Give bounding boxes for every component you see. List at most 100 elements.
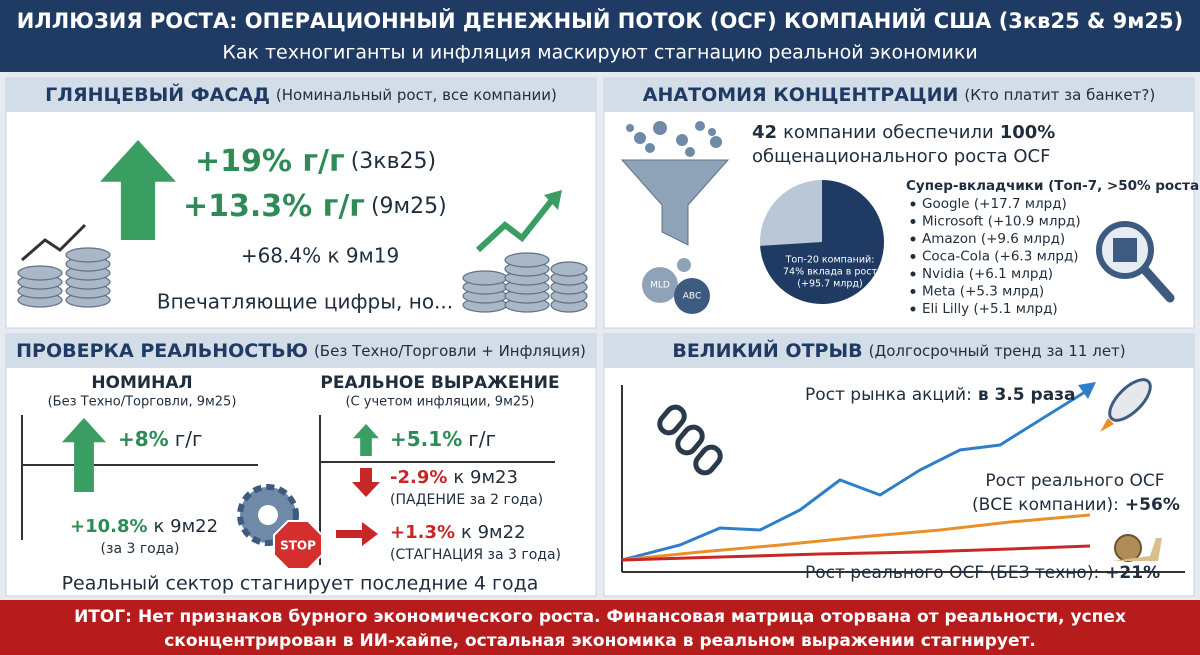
page-title: ИЛЛЮЗИЯ РОСТА: ОПЕРАЦИОННЫЙ ДЕНЕЖНЫЙ ПОТ…	[17, 8, 1183, 33]
headline: общенационального роста OCF	[752, 146, 1050, 167]
bubble	[626, 124, 634, 132]
trend-label: Рост реального OCF (БЕЗ техно): +21%	[805, 563, 1160, 583]
column-title: НОМИНАЛ	[91, 373, 192, 393]
text-part: +21%	[1105, 563, 1160, 583]
text-part: Нет признаков бурного экономического рос…	[138, 607, 1126, 627]
icon-bubble	[674, 278, 710, 314]
bubble	[710, 136, 722, 148]
text-part: в 3.5 раза	[978, 385, 1076, 405]
arrow-down	[352, 468, 380, 497]
metric-note: (СТАГНАЦИЯ за 3 года)	[390, 547, 561, 563]
trend-label: Рост реального OCF	[985, 471, 1164, 491]
list-item: Google (+17.7 млрд)	[922, 196, 1067, 212]
coin	[17, 265, 63, 281]
stop-sign	[272, 519, 324, 571]
bubble	[676, 134, 688, 146]
trend-line-real-all	[621, 513, 1091, 562]
trend-line-real-ex-tech	[621, 544, 1091, 562]
pie-slice	[760, 180, 884, 304]
coin	[550, 261, 588, 277]
column-subtitle: (С учетом инфляции, 9м25)	[345, 395, 534, 410]
coin	[65, 247, 111, 263]
headline: 42 компании обеспечили 100%	[752, 122, 1055, 143]
panel-header	[604, 334, 1194, 368]
bullet	[910, 201, 916, 207]
text-part: (Без Техно/Торговли + Инфляция)	[314, 342, 586, 360]
text-part: ПРОВЕРКА РЕАЛЬНОСТЬЮ	[16, 340, 308, 362]
text-part: компании обеспечили	[783, 122, 994, 143]
snail-shell	[1114, 534, 1142, 562]
bullet	[910, 289, 916, 294]
pie-label: 74% вклада в рост	[783, 267, 877, 278]
text-part: (3кв25)	[351, 149, 436, 174]
chip-icon	[1113, 238, 1137, 262]
trend-arrowhead	[544, 190, 562, 210]
caption: Впечатляющие цифры, но...	[157, 290, 453, 314]
text-part: (ВСЕ компании):	[972, 495, 1119, 515]
gear-hole	[258, 505, 278, 525]
column-title: РЕАЛЬНОЕ ВЫРАЖЕНИЕ	[320, 373, 559, 393]
bullet	[910, 271, 916, 277]
chain-link	[657, 404, 687, 436]
bullet	[910, 306, 916, 312]
text-part: г/г	[468, 427, 496, 451]
trend-label: (ВСЕ компании): +56%	[972, 495, 1180, 515]
panel-title: ВЕЛИКИЙ ОТРЫВ (Долгосрочный тренд за 11 л…	[672, 339, 1125, 362]
text-part: Рост реального OCF (БЕЗ техно):	[805, 563, 1099, 583]
chain-link	[693, 444, 723, 476]
text-part: 42	[752, 122, 777, 143]
arrow-right	[336, 522, 378, 546]
metric: +10.8% к 9м22	[70, 516, 218, 537]
trend-line-market	[621, 390, 1086, 562]
text-part: АНАТОМИЯ КОНЦЕНТРАЦИИ	[643, 84, 959, 106]
text-part: (9м25)	[371, 194, 447, 219]
arrow-up	[353, 424, 379, 456]
bubble	[634, 132, 646, 144]
text-part: Рост рынка акций:	[805, 385, 972, 405]
bullet	[910, 219, 916, 224]
trend-label: Рост рынка акций: в 3.5 раза	[805, 385, 1076, 405]
text-part: +56%	[1125, 495, 1180, 515]
text-part: к 9м22	[461, 522, 526, 543]
bullet	[910, 236, 916, 242]
text-part: +1.3%	[390, 522, 455, 543]
funnel-icon	[620, 159, 730, 246]
list-title: Супер-вкладчики (Топ-7, >50% роста):	[906, 178, 1200, 194]
column-subtitle: (Без Техно/Торговли, 9м25)	[48, 395, 237, 410]
snail-body	[1112, 538, 1162, 561]
growth-figure: +19% г/г (3кв25)	[195, 144, 436, 179]
metric-note: (за 3 года)	[101, 541, 180, 557]
chain-link	[675, 424, 705, 456]
icon-label: MLD	[650, 281, 670, 291]
panel-title: ГЛЯНЦЕВЫЙ ФАСАД (Номинальный рост, все ко…	[45, 83, 557, 106]
metric: +1.3% к 9м22	[390, 522, 526, 543]
arrow-up	[62, 418, 106, 492]
text-part: +10.8%	[70, 516, 148, 537]
rocket-icon	[1108, 378, 1152, 422]
bubble	[653, 121, 667, 135]
page-subtitle: Как техногиганты и инфляция маскируют ст…	[222, 42, 977, 64]
text-part: (Номинальный рост, все компании)	[276, 86, 557, 104]
trend-icon	[475, 198, 555, 253]
footer-bar	[0, 600, 1200, 655]
text-part: ГЛЯНЦЕВЫЙ ФАСАД	[45, 83, 270, 106]
magnifier-handle	[1140, 265, 1175, 303]
list-item: Coca-Cola (+6.3 млрд)	[922, 249, 1079, 265]
coin	[462, 270, 508, 286]
growth-figure: +13.3% г/г (9м25)	[183, 189, 447, 224]
list-item: Eli Lilly (+5.1 млрд)	[922, 301, 1058, 317]
text-part: к 9м22	[154, 516, 219, 537]
trend-icon	[21, 223, 87, 262]
pie-label: Топ-20 компаний:	[785, 255, 875, 266]
list-item: Microsoft (+10.9 млрд)	[922, 214, 1081, 230]
caption: Реальный сектор стагнирует последние 4 г…	[62, 573, 539, 595]
text-part: (Кто платит за банкет?)	[964, 86, 1155, 104]
footer-text: сконцентрирован в ИИ-хайпе, остальная эк…	[164, 631, 1036, 651]
text-part: ИТОГ:	[74, 607, 132, 627]
footer-text: ИТОГ: Нет признаков бурного экономическог…	[74, 607, 1126, 627]
metric: -2.9% к 9м23	[390, 467, 518, 488]
panel-header	[6, 78, 596, 112]
bubble	[695, 121, 705, 131]
text-part: 100%	[1000, 122, 1056, 143]
